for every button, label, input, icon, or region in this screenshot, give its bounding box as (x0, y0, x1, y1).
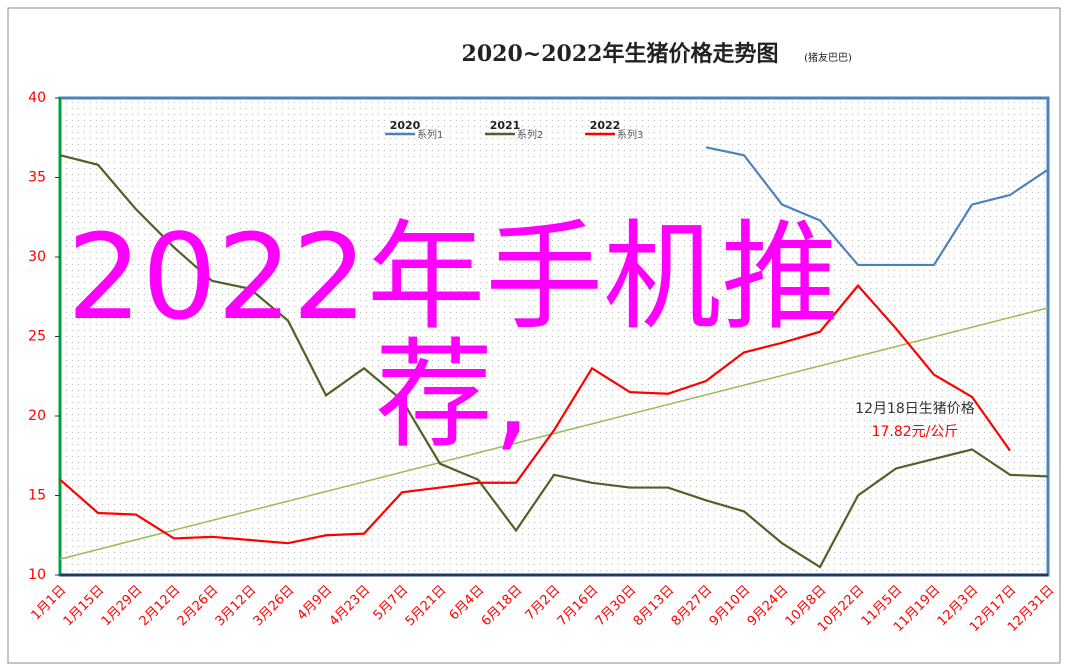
overlay-text: 2022年手机推荐, (66, 208, 840, 464)
y-tick-label: 35 (28, 170, 46, 186)
y-tick-label: 40 (28, 90, 46, 106)
annotation-value: 17.82元/公斤 (872, 424, 959, 440)
y-tick-label: 25 (28, 329, 46, 345)
legend-label: 系列2 (517, 128, 543, 141)
series-line (59, 283, 1011, 545)
y-tick-label: 20 (28, 408, 46, 424)
chart-subtitle: (猪友巴巴) (804, 51, 852, 64)
legend-year: 2020 (390, 119, 421, 132)
chart-title: 2020~2022年生猪价格走势图 (462, 41, 779, 67)
series-line (705, 146, 1049, 267)
legend-label: 系列1 (417, 128, 443, 141)
trendline (59, 307, 1049, 560)
series-line (59, 154, 1049, 569)
legend-label: 系列3 (617, 128, 643, 141)
y-tick-label: 10 (28, 567, 46, 583)
legend-year: 2021 (490, 119, 521, 132)
y-tick-label: 30 (28, 249, 46, 265)
annotation-title: 12月18日生猪价格 (855, 401, 975, 417)
y-tick-label: 15 (28, 488, 46, 504)
legend-year: 2022 (590, 119, 621, 132)
plot-area (58, 96, 1050, 577)
